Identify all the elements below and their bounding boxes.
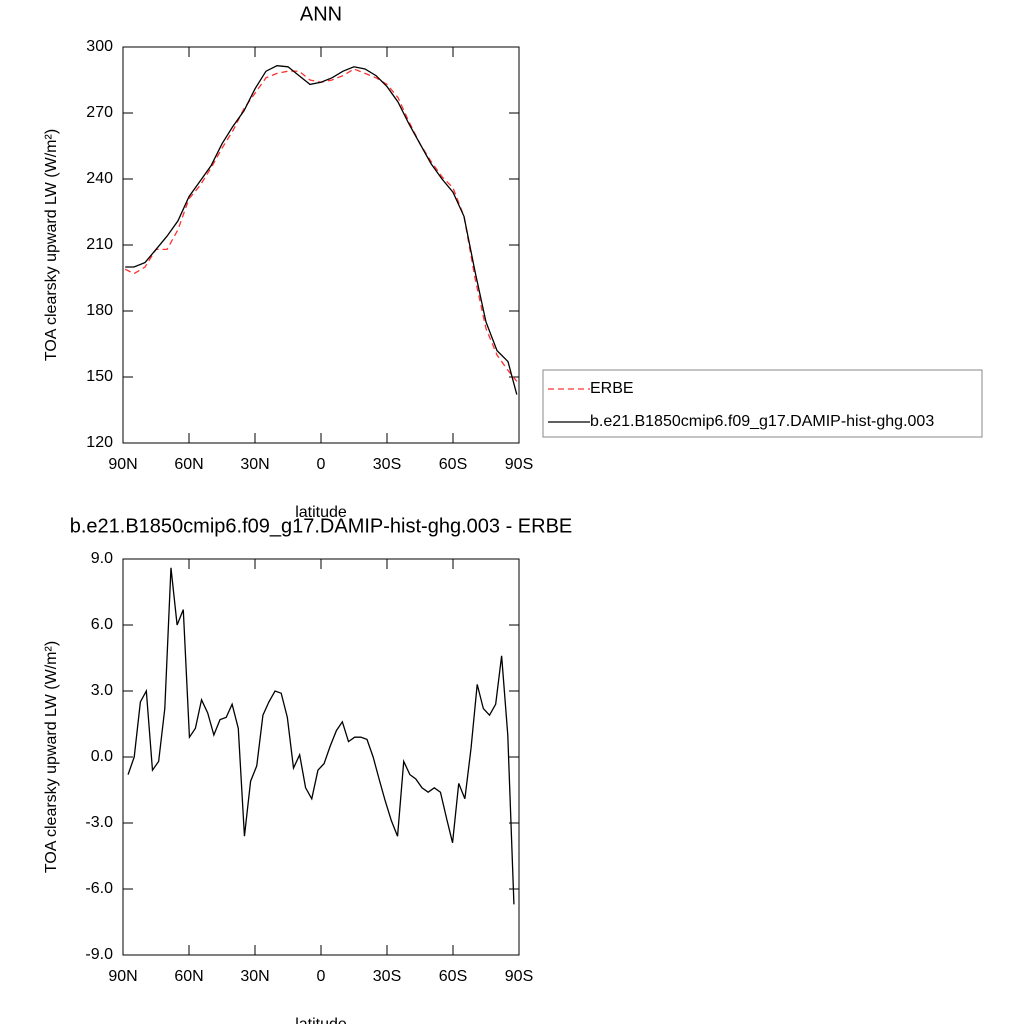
y-tick-label: 9.0 [91,550,113,567]
y-tick-label: 150 [86,368,113,385]
y-tick-label: 240 [86,170,113,187]
y-tick-label: 0.0 [91,748,113,765]
x-tick-label: 90S [505,456,533,473]
y-axis-label: TOA clearsky upward LW (W/m²) [43,641,60,873]
x-tick-label: 60S [439,456,467,473]
x-tick-label: 90N [108,456,137,473]
y-axis-label: TOA clearsky upward LW (W/m²) [43,129,60,361]
data-line [127,567,515,905]
y-tick-label: 300 [86,38,113,55]
x-tick-label: 60N [174,456,203,473]
x-tick-label: 30S [373,968,401,985]
data-line [125,65,518,395]
plot-frame [122,558,520,956]
y-tick-label: -6.0 [85,880,113,897]
x-axis-label: latitude [295,1016,347,1024]
y-tick-label: 3.0 [91,682,113,699]
y-tick-label: -3.0 [85,814,113,831]
x-axis-label: latitude [295,504,347,521]
plot-frame [122,46,520,444]
x-tick-label: 30N [240,968,269,985]
legend-box [542,369,983,438]
y-tick-label: 6.0 [91,616,113,633]
y-tick-label: 120 [86,434,113,451]
x-tick-label: 60N [174,968,203,985]
y-tick-label: 210 [86,236,113,253]
x-tick-label: 30S [373,456,401,473]
x-tick-label: 0 [317,456,326,473]
y-tick-label: 270 [86,104,113,121]
x-tick-label: 60S [439,968,467,985]
x-tick-label: 90N [108,968,137,985]
y-tick-label: 180 [86,302,113,319]
legend-label: b.e21.B1850cmip6.f09_g17.DAMIP-hist-ghg.… [590,413,934,430]
legend-label: ERBE [590,380,634,397]
chart-title: ANN [300,3,342,25]
data-line [124,68,518,382]
chart-title: b.e21.B1850cmip6.f09_g17.DAMIP-hist-ghg.… [70,515,573,537]
x-tick-label: 0 [317,968,326,985]
x-tick-label: 30N [240,456,269,473]
y-tick-label: -9.0 [85,946,113,963]
x-tick-label: 90S [505,968,533,985]
